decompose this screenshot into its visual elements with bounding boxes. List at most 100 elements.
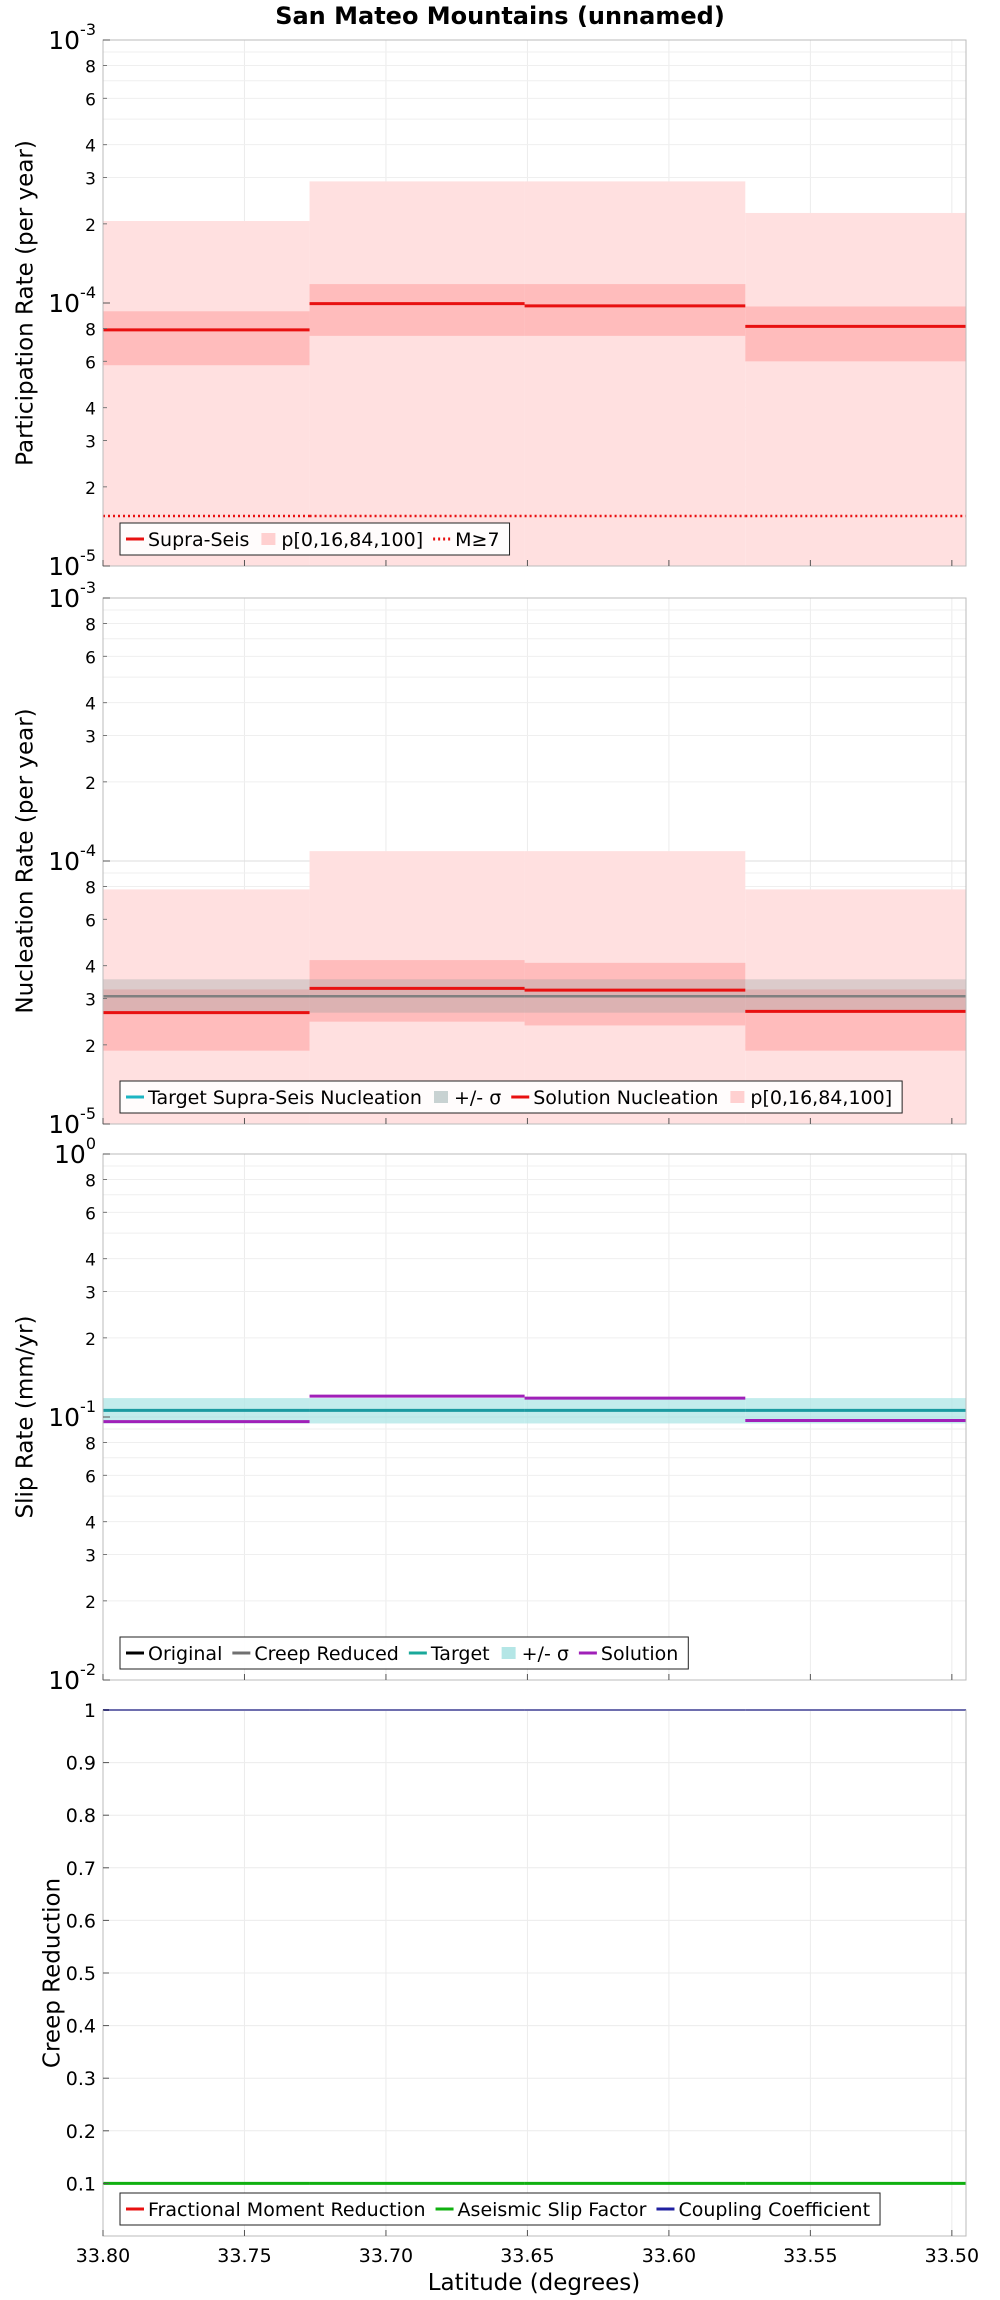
y-tick-label: 0.4 bbox=[66, 2016, 96, 2038]
y-minor-tick-label: 4 bbox=[85, 958, 96, 978]
x-axis-label: Latitude (degrees) bbox=[428, 2270, 641, 2296]
y-minor-tick-label: 3 bbox=[85, 433, 96, 453]
panel-2: 10-5 10-4 10-3 2 3 4 6 8 2 3 4 6 8 Nucleation Rate (p… bbox=[13, 578, 967, 1139]
band-2-segment-4 bbox=[745, 306, 966, 362]
y-minor-tick-label: 6 bbox=[85, 353, 96, 373]
legend-entry-label: Fractional Moment Reduction bbox=[148, 2199, 426, 2221]
y-tick-label: 0.9 bbox=[66, 1753, 96, 1775]
legend: Original Creep Reduced Target +/- σ Solution bbox=[119, 1636, 689, 1670]
legend-entry-label: Supra-Seis bbox=[148, 529, 249, 551]
chart-title: San Mateo Mountains (unnamed) bbox=[275, 2, 725, 30]
y-tick-label: 0.3 bbox=[66, 2068, 96, 2090]
y-minor-tick-label: 4 bbox=[85, 400, 96, 420]
panel-3: 10-2 10-1 100 2 3 4 6 8 2 3 4 6 8 Slip Rate (mm/yr) Or… bbox=[13, 1134, 967, 1695]
band-1-segment-2 bbox=[309, 181, 525, 566]
band-2-segment-1 bbox=[103, 311, 310, 366]
y-tick-label: 100 bbox=[54, 1134, 96, 1169]
y-minor-tick-label: 8 bbox=[85, 615, 96, 635]
x-tick-label: 33.50 bbox=[925, 2245, 979, 2267]
x-tick-label: 33.55 bbox=[783, 2245, 837, 2267]
y-tick-label: 0.6 bbox=[66, 1910, 96, 1932]
y-tick-label: 10-3 bbox=[48, 578, 96, 613]
legend-swatch bbox=[501, 1647, 516, 1659]
y-tick-label: 0.7 bbox=[66, 1858, 96, 1880]
y-minor-tick-label: 4 bbox=[85, 1251, 96, 1271]
y-minor-tick-label: 6 bbox=[85, 1204, 96, 1224]
y-minor-tick-label: 3 bbox=[85, 1284, 96, 1304]
y-minor-tick-label: 2 bbox=[85, 216, 96, 236]
band-1-segment-4 bbox=[745, 212, 966, 566]
legend-entry-label: +/- σ bbox=[454, 1087, 501, 1109]
y-minor-tick-label: 4 bbox=[85, 137, 96, 157]
y-minor-tick-label: 2 bbox=[85, 479, 96, 499]
band-2-segment-4 bbox=[745, 989, 966, 1051]
y-minor-tick-label: 3 bbox=[85, 991, 96, 1011]
y-minor-tick-label: 4 bbox=[85, 695, 96, 715]
legend-entry-label: M≥7 bbox=[455, 529, 499, 551]
band-2-segment-2 bbox=[309, 284, 525, 336]
y-tick-label: 0.1 bbox=[66, 2173, 96, 2195]
panel-1: 10-5 10-4 10-3 2 3 4 6 8 2 3 4 6 8 Participation Rate… bbox=[13, 20, 967, 581]
legend-frame bbox=[119, 2192, 881, 2226]
y-minor-tick-label: 2 bbox=[85, 774, 96, 794]
legend-frame bbox=[119, 1080, 903, 1114]
legend-entry-label: Aseismic Slip Factor bbox=[458, 2199, 647, 2221]
y-tick-label: 10-5 bbox=[48, 546, 96, 581]
y-tick-label: 10-3 bbox=[48, 20, 96, 55]
y-tick-label: 0.5 bbox=[66, 1963, 96, 1985]
legend: Supra-Seis p[0,16,84,100] M≥7 bbox=[119, 522, 511, 556]
legend-entry-label: Solution Nucleation bbox=[533, 1087, 718, 1109]
legend: Target Supra-Seis Nucleation +/- σ Solutio… bbox=[119, 1080, 903, 1114]
y-tick-label: 10-2 bbox=[48, 1660, 96, 1695]
y-minor-tick-label: 8 bbox=[85, 1434, 96, 1454]
y-axis-label: Nucleation Rate (per year) bbox=[13, 708, 39, 1013]
y-tick-label: 10-4 bbox=[48, 283, 96, 318]
y-minor-tick-label: 6 bbox=[85, 911, 96, 931]
y-minor-tick-label: 8 bbox=[85, 57, 96, 77]
y-minor-tick-label: 4 bbox=[85, 1514, 96, 1534]
legend-entry-label: +/- σ bbox=[522, 1643, 569, 1665]
y-minor-tick-label: 2 bbox=[85, 1330, 96, 1350]
legend-swatch bbox=[433, 1091, 448, 1103]
y-tick-label: 10-4 bbox=[48, 841, 96, 876]
y-tick-label: 10-5 bbox=[48, 1104, 96, 1139]
x-tick-label: 33.80 bbox=[76, 2245, 130, 2267]
y-axis-label: Slip Rate (mm/yr) bbox=[13, 1316, 39, 1519]
y-minor-tick-label: 6 bbox=[85, 1467, 96, 1487]
y-minor-tick-label: 2 bbox=[85, 1037, 96, 1057]
y-minor-tick-label: 8 bbox=[85, 878, 96, 898]
panels: 10-5 10-4 10-3 2 3 4 6 8 2 3 4 6 8 Participation Rate… bbox=[13, 20, 980, 2267]
legend-entry-label: Target Supra-Seis Nucleation bbox=[147, 1087, 422, 1109]
band-2-segment-2 bbox=[309, 960, 525, 1022]
y-minor-tick-label: 6 bbox=[85, 90, 96, 110]
band-2-segment-1 bbox=[103, 989, 310, 1051]
band-1-segment-3 bbox=[524, 181, 746, 566]
legend-entry-label: Creep Reduced bbox=[254, 1643, 398, 1665]
legend-entry-label: p[0,16,84,100] bbox=[281, 529, 423, 551]
legend-entry-label: Solution bbox=[601, 1643, 678, 1665]
legend: Fractional Moment Reduction Aseismic Slip… bbox=[119, 2192, 881, 2226]
y-minor-tick-label: 2 bbox=[85, 1593, 96, 1613]
legend-swatch bbox=[730, 1091, 745, 1103]
x-tick-label: 33.60 bbox=[642, 2245, 696, 2267]
y-axis-label: Participation Rate (per year) bbox=[13, 140, 39, 466]
legend-entry-label: p[0,16,84,100] bbox=[750, 1087, 892, 1109]
y-minor-tick-label: 8 bbox=[85, 320, 96, 340]
legend-entry-label: Original bbox=[148, 1643, 222, 1665]
band-2-segment-3 bbox=[524, 284, 746, 336]
y-tick-label: 1 bbox=[84, 1700, 96, 1722]
y-minor-tick-label: 3 bbox=[85, 728, 96, 748]
y-axis-label: Creep Reduction bbox=[40, 1878, 66, 2068]
y-tick-label: 0.8 bbox=[66, 1805, 96, 1827]
y-minor-tick-label: 6 bbox=[85, 648, 96, 668]
y-minor-tick-label: 3 bbox=[85, 1547, 96, 1567]
band-1-segment-1 bbox=[103, 221, 310, 566]
band-2-segment-3 bbox=[524, 962, 746, 1026]
legend-entry-label: Coupling Coefficient bbox=[678, 2199, 870, 2221]
x-tick-label: 33.70 bbox=[359, 2245, 413, 2267]
y-minor-tick-label: 8 bbox=[85, 1171, 96, 1191]
x-tick-label: 33.65 bbox=[500, 2245, 554, 2267]
y-tick-label: 0.2 bbox=[66, 2121, 96, 2143]
x-tick-label: 33.75 bbox=[217, 2245, 271, 2267]
